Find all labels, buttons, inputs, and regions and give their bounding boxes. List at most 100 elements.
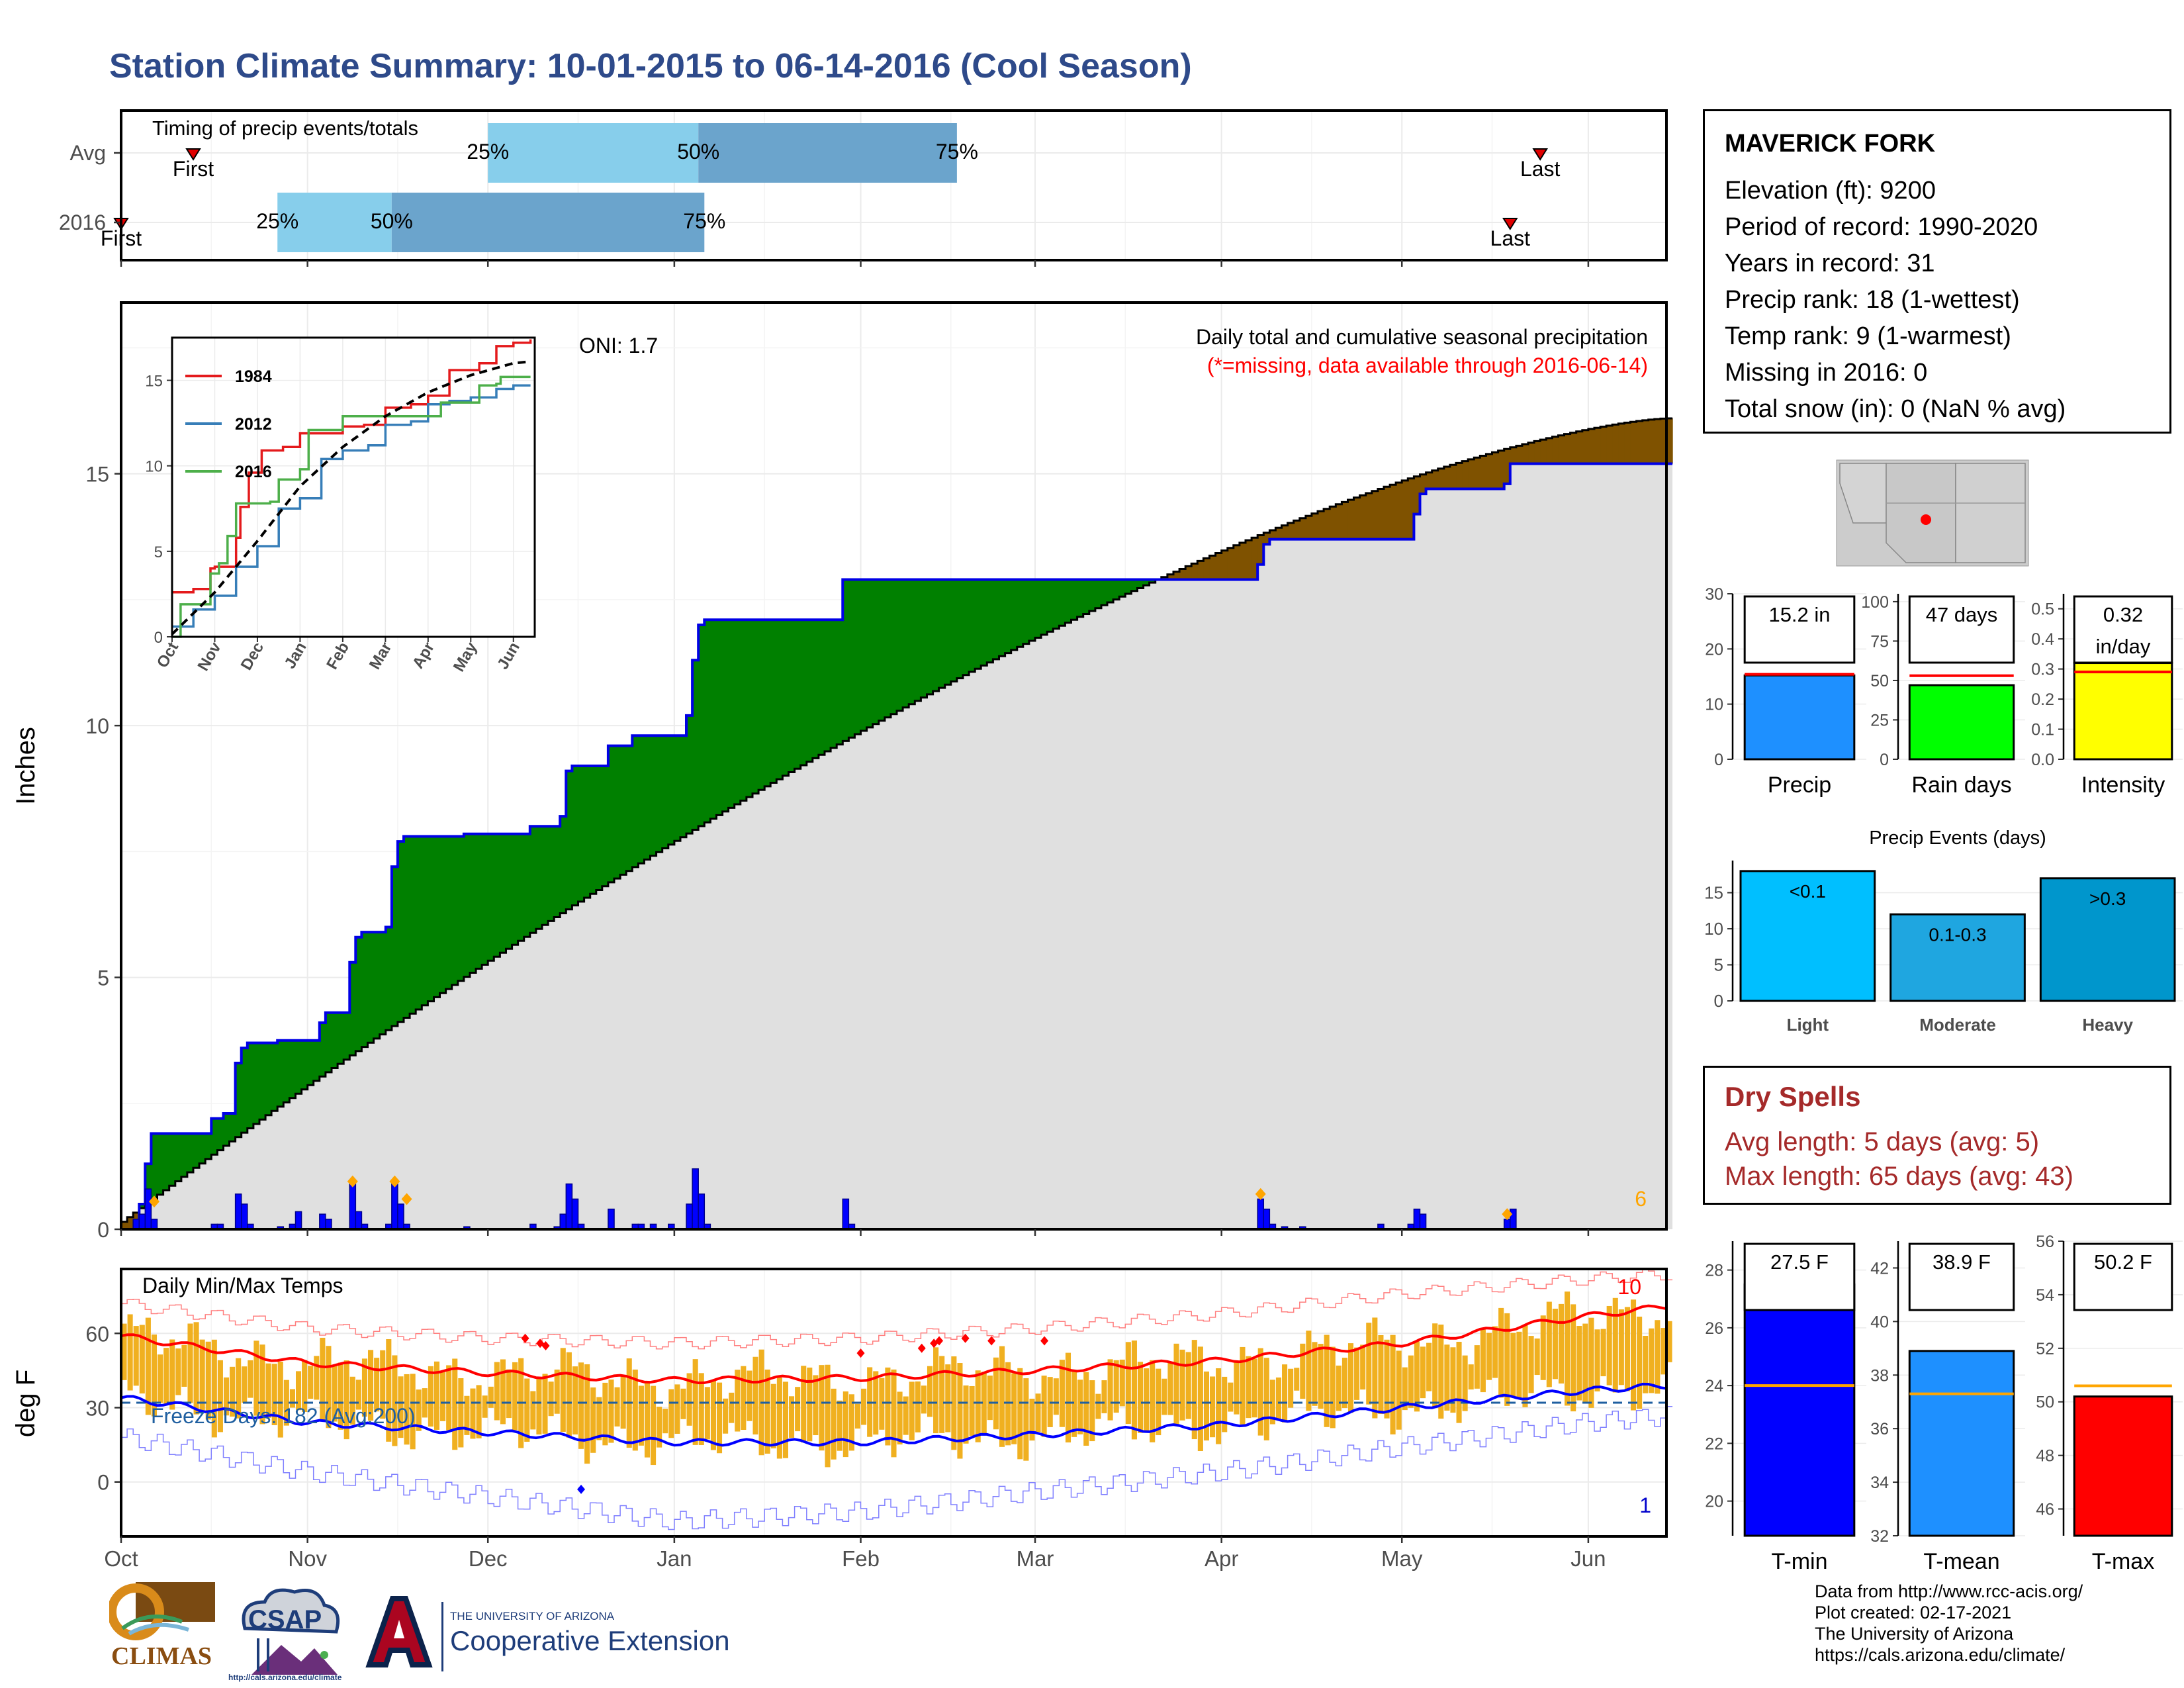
temp-daily-bar bbox=[332, 1364, 338, 1422]
temp-label-low: 1 bbox=[1639, 1493, 1651, 1517]
totals-ytick-label: 0.0 bbox=[2031, 751, 2054, 769]
temp-daily-bar bbox=[1630, 1299, 1637, 1411]
precip-area-above-avg bbox=[692, 660, 699, 830]
totals-ytick-label: 75 bbox=[1870, 632, 1889, 651]
temp-daily-bar bbox=[133, 1326, 139, 1386]
temp-daily-bar bbox=[993, 1357, 999, 1430]
tmeans-ytick-label: 32 bbox=[1870, 1527, 1889, 1546]
temp-daily-bar bbox=[897, 1391, 903, 1445]
precip-area-above-avg bbox=[235, 1062, 242, 1137]
precip-area-above-avg bbox=[602, 766, 609, 886]
precip-area-below-avg bbox=[1383, 487, 1390, 539]
precip-area-above-avg bbox=[903, 579, 909, 708]
temp-daily-bar bbox=[446, 1365, 452, 1430]
precip-daily-bar bbox=[842, 1198, 850, 1230]
tmeans-ytick-label: 46 bbox=[2036, 1501, 2054, 1519]
temp-daily-bar bbox=[1624, 1307, 1630, 1391]
precip-event-marker bbox=[1255, 1188, 1266, 1200]
precip-area-below-avg bbox=[1275, 528, 1283, 539]
precip-area-above-avg bbox=[1101, 579, 1108, 606]
temp-daily-bar bbox=[1618, 1309, 1624, 1385]
precip-subtitle: (*=missing, data available through 2016-… bbox=[1207, 353, 1648, 377]
temp-daily-bar bbox=[1552, 1308, 1558, 1380]
station-precip-rank: Precip rank: 18 (1-wettest) bbox=[1725, 286, 2020, 314]
inset-xtick-label: Feb bbox=[323, 639, 353, 673]
precip-daily-bar bbox=[1257, 1198, 1265, 1230]
csap-logo-text: CSAP bbox=[248, 1605, 322, 1634]
temp-daily-bar bbox=[470, 1388, 476, 1439]
precip-area-above-avg bbox=[716, 620, 723, 816]
precip-area-above-avg bbox=[301, 1040, 308, 1090]
precip-area-above-avg bbox=[764, 620, 771, 786]
temp-daily-bar bbox=[392, 1355, 398, 1446]
credits-university: The University of Arizona bbox=[1815, 1624, 2014, 1644]
temp-daily-bar bbox=[981, 1372, 987, 1435]
precip-daily-bar bbox=[1510, 1208, 1517, 1230]
temp-daily-bar bbox=[885, 1367, 891, 1446]
temp-ytick-label: 60 bbox=[85, 1322, 109, 1346]
precip-area-above-avg bbox=[638, 735, 645, 864]
precip-area-below-avg bbox=[1642, 420, 1649, 464]
precip-area-above-avg bbox=[854, 579, 862, 735]
timing-label-50: 50% bbox=[677, 140, 719, 164]
temp-daily-bar bbox=[1360, 1344, 1366, 1390]
temp-daily-bar bbox=[295, 1371, 302, 1411]
temp-record-high-marker bbox=[961, 1333, 970, 1343]
precip-area-below-avg bbox=[1540, 440, 1547, 464]
temp-daily-bar bbox=[1059, 1360, 1065, 1427]
precip-area-above-avg bbox=[614, 745, 621, 879]
inset-ytick-label: 0 bbox=[154, 629, 163, 647]
totals-name: Intensity bbox=[2081, 773, 2165, 798]
precip-area-above-avg bbox=[680, 735, 687, 837]
tmeans-ytick-label: 20 bbox=[1705, 1493, 1723, 1511]
temp-daily-bar bbox=[747, 1370, 752, 1421]
precip-daily-bar bbox=[240, 1203, 248, 1230]
precip-area-above-avg bbox=[428, 836, 435, 1002]
tmeans-label-box bbox=[1908, 1243, 2015, 1311]
precip-area-above-avg bbox=[962, 579, 970, 675]
timing-label-first: First bbox=[173, 157, 214, 181]
precip-daily-bar bbox=[565, 1183, 573, 1230]
temp-daily-bar bbox=[662, 1409, 668, 1434]
events-category-label: Light bbox=[1787, 1015, 1829, 1035]
precip-area-above-avg bbox=[494, 833, 500, 957]
totals-ytick-label: 20 bbox=[1705, 640, 1723, 659]
inset-xtick-label: May bbox=[450, 639, 481, 675]
precip-area-above-avg bbox=[975, 579, 981, 669]
temp-daily-bar bbox=[542, 1374, 548, 1434]
tmeans-ytick-label: 24 bbox=[1705, 1377, 1723, 1395]
station-elevation: Elevation (ft): 9200 bbox=[1725, 177, 1936, 205]
temp-daily-bar bbox=[1035, 1393, 1041, 1432]
precip-area-above-avg bbox=[560, 816, 567, 914]
credits: Data from http://www.rcc-acis.org/ Plot … bbox=[1815, 1581, 2083, 1665]
precip-area-above-avg bbox=[518, 833, 525, 941]
precip-area-above-avg bbox=[145, 1164, 152, 1204]
precip-daily-bar bbox=[571, 1198, 579, 1230]
precip-daily-bar bbox=[1263, 1208, 1271, 1230]
precip-area-below-avg bbox=[1558, 435, 1565, 464]
temp-daily-bar bbox=[1011, 1373, 1017, 1444]
temp-daily-bar bbox=[476, 1385, 482, 1438]
precip-area-above-avg bbox=[1089, 579, 1096, 612]
temp-daily-bar bbox=[1498, 1307, 1504, 1398]
precip-area-above-avg bbox=[710, 620, 717, 819]
precip-area-below-avg bbox=[1636, 421, 1643, 464]
inset-ytick-label: 15 bbox=[145, 373, 163, 391]
precip-area-above-avg bbox=[488, 833, 494, 961]
precip-area-above-avg bbox=[993, 579, 1000, 659]
precip-area-below-avg bbox=[1305, 516, 1312, 539]
temp-daily-bar bbox=[530, 1391, 536, 1430]
precip-daily-bar bbox=[150, 1219, 158, 1230]
precip-area-above-avg bbox=[890, 579, 897, 714]
precip-area-above-avg bbox=[999, 579, 1006, 657]
precip-area-below-avg bbox=[1648, 419, 1655, 464]
precip-area-above-avg bbox=[343, 1012, 350, 1060]
timing-bar-25-50 bbox=[488, 123, 699, 183]
tmeans-bar bbox=[1743, 1283, 1856, 1537]
temp-daily-bar bbox=[223, 1377, 230, 1416]
station-location-marker bbox=[1921, 514, 1931, 525]
station-temp-rank: Temp rank: 9 (1-warmest) bbox=[1725, 322, 2011, 350]
temp-daily-bar bbox=[1228, 1382, 1234, 1412]
precip-area-above-avg bbox=[662, 735, 669, 849]
temp-daily-bar bbox=[789, 1396, 795, 1438]
